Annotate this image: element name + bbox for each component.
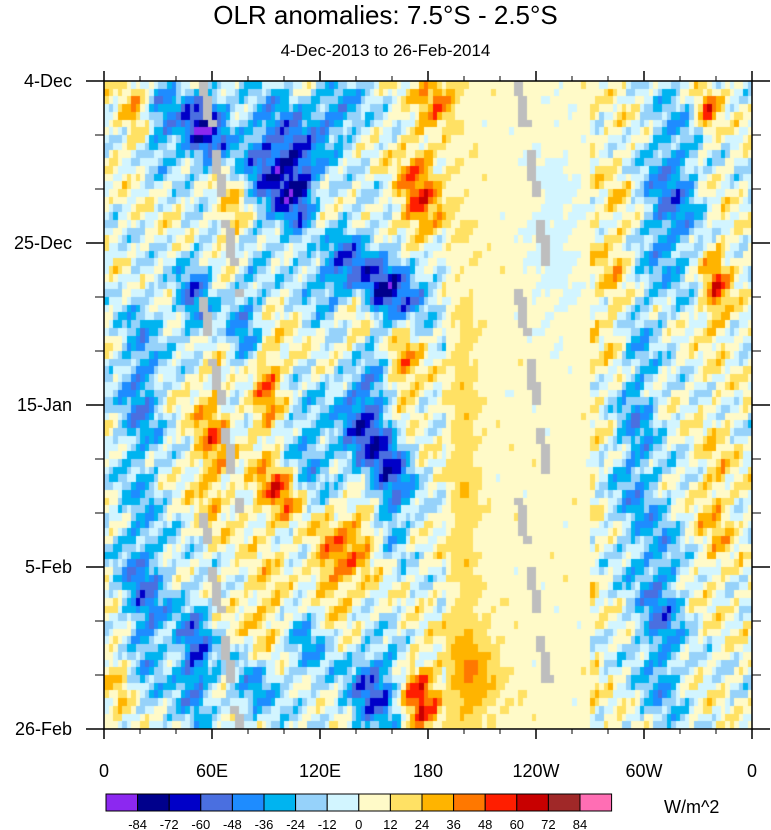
colorbar-tick-label: -72 xyxy=(160,817,179,830)
colorbar-tick-label: -48 xyxy=(223,817,242,830)
colorbar-swatch xyxy=(358,793,391,812)
anomaly-field xyxy=(104,81,752,729)
colorbar-tick-label: 48 xyxy=(478,817,492,830)
colorbar-swatch xyxy=(231,793,265,812)
colorbar-swatch xyxy=(579,793,613,812)
colorbar-tick-label: 24 xyxy=(415,817,429,830)
colorbar-tick-label: 60 xyxy=(510,817,524,830)
colorbar-tick-label: -12 xyxy=(318,817,337,830)
y-tick-label: 4-Dec xyxy=(24,71,72,91)
y-tick-label: 25-Dec xyxy=(14,233,72,253)
colorbar-swatch xyxy=(547,793,581,812)
colorbar-tick-label: -60 xyxy=(191,817,210,830)
x-tick-label: 60W xyxy=(625,761,662,781)
colorbar-units-label: W/m^2 xyxy=(664,797,720,817)
colorbar-tick-label: -36 xyxy=(255,817,274,830)
colorbar-swatch xyxy=(516,793,549,812)
colorbar-tick-label: -84 xyxy=(128,817,147,830)
colorbar-tick-label: 36 xyxy=(446,817,460,830)
colorbar-swatch xyxy=(263,793,297,812)
colorbar-tick-label: -24 xyxy=(286,817,305,830)
colorbar-swatch xyxy=(326,793,360,812)
x-tick-label: 0 xyxy=(99,761,109,781)
colorbar-swatch xyxy=(168,793,202,812)
chart-title: OLR anomalies: 7.5°S - 2.5°S xyxy=(213,0,558,30)
colorbar-swatch xyxy=(453,793,486,812)
anomaly-field-image xyxy=(104,81,752,729)
colorbar: -84 -72 -60 -48 -36 -24 -12 0 12 24 36 48 60 72 84 xyxy=(105,793,613,830)
colorbar-swatch xyxy=(105,793,139,812)
x-axis: 0 60E 120E 180 120W 60W 0 xyxy=(99,71,757,781)
colorbar-swatch xyxy=(421,793,455,812)
colorbar-swatch xyxy=(295,793,328,812)
y-tick-label: 26-Feb xyxy=(15,719,72,739)
colorbar-swatch xyxy=(389,793,423,812)
colorbar-tick-label: 72 xyxy=(541,817,555,830)
y-axis: 4-Dec 25-Dec 15-Jan 5-Feb 26-Feb xyxy=(14,71,770,739)
x-tick-label: 120E xyxy=(299,761,341,781)
y-tick-label: 5-Feb xyxy=(25,557,72,577)
x-tick-label: 60E xyxy=(196,761,228,781)
colorbar-tick-label: 12 xyxy=(383,817,397,830)
colorbar-swatch xyxy=(200,793,233,812)
x-tick-label: 120W xyxy=(512,761,559,781)
colorbar-tick-label: 84 xyxy=(573,817,587,830)
colorbar-swatch xyxy=(137,793,170,812)
y-tick-label: 15-Jan xyxy=(17,395,72,415)
chart-subtitle: 4-Dec-2013 to 26-Feb-2014 xyxy=(280,41,491,60)
colorbar-swatch xyxy=(484,793,518,812)
x-tick-label: 0 xyxy=(747,761,757,781)
x-tick-label: 180 xyxy=(413,761,443,781)
colorbar-tick-label: 0 xyxy=(355,817,362,830)
